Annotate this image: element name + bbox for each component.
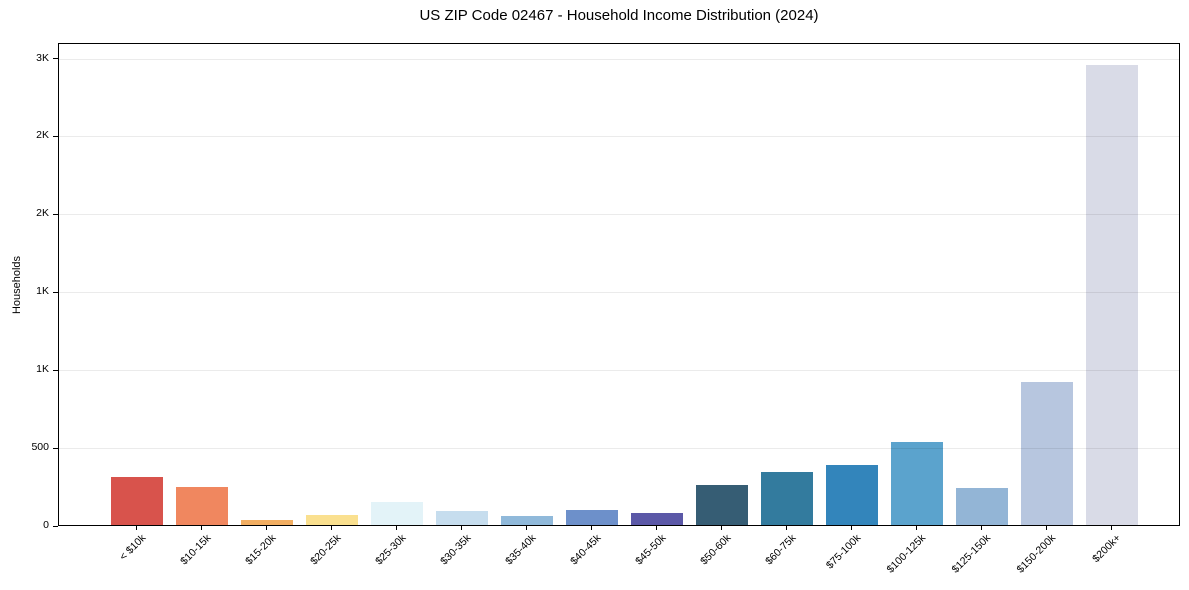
gridline	[59, 58, 1179, 60]
x-tick-mark	[980, 526, 982, 530]
y-tick-label: 2K	[36, 207, 49, 220]
bar	[955, 487, 1008, 525]
bar	[500, 515, 553, 525]
x-tick-mark	[265, 526, 267, 530]
y-tick-mark	[53, 447, 58, 449]
bar	[760, 472, 813, 525]
x-tick-label: $25-30k	[372, 532, 408, 568]
bar	[1085, 65, 1138, 525]
x-tick-mark	[200, 526, 202, 530]
gridline	[59, 292, 1179, 294]
y-tick-mark	[53, 291, 58, 293]
y-tick-mark	[53, 213, 58, 215]
y-tick-mark	[53, 135, 58, 137]
x-tick-mark	[785, 526, 787, 530]
x-tick-label: $20-25k	[307, 532, 343, 568]
gridline	[59, 214, 1179, 216]
y-tick-label: 0	[43, 519, 49, 531]
x-tick-label: $35-40k	[502, 532, 538, 568]
bar	[825, 465, 878, 525]
x-tick-mark	[460, 526, 462, 530]
x-tick-mark	[590, 526, 592, 530]
bar	[240, 519, 293, 525]
x-tick-mark	[850, 526, 852, 530]
x-tick-label: $200k+	[1089, 532, 1123, 566]
chart-title: US ZIP Code 02467 - Household Income Dis…	[419, 7, 819, 24]
gridline	[59, 448, 1179, 450]
x-tick-label: $45-50k	[632, 532, 668, 568]
x-tick-label: $125-150k	[949, 532, 993, 576]
y-tick-label: 1K	[36, 363, 49, 376]
x-tick-mark	[395, 526, 397, 530]
bar	[565, 510, 618, 525]
bar	[695, 484, 748, 525]
x-tick-label: $30-35k	[437, 532, 473, 568]
y-tick-label: 2K	[36, 129, 49, 142]
bar	[890, 442, 943, 525]
x-tick-label: $60-75k	[762, 532, 798, 568]
y-tick-label: 3K	[36, 51, 49, 64]
x-tick-mark	[525, 526, 527, 530]
x-tick-label: $50-60k	[697, 532, 733, 568]
gridline	[59, 370, 1179, 372]
x-tick-label: $40-45k	[567, 532, 603, 568]
x-tick-label: $15-20k	[242, 532, 278, 568]
x-tick-mark	[1045, 526, 1047, 530]
bar	[110, 476, 163, 525]
x-tick-mark	[135, 526, 137, 530]
x-tick-label: $150-200k	[1014, 532, 1058, 576]
bar	[1020, 381, 1073, 525]
y-tick-mark	[53, 369, 58, 371]
y-tick-label: 1K	[36, 285, 49, 298]
gridline	[59, 136, 1179, 138]
bar	[305, 514, 358, 525]
x-tick-mark	[1110, 526, 1112, 530]
x-tick-mark	[655, 526, 657, 530]
y-tick-mark	[53, 525, 58, 527]
bar	[370, 502, 423, 525]
plot-area	[58, 43, 1180, 526]
x-tick-label: $10-15k	[177, 532, 213, 568]
x-tick-mark	[915, 526, 917, 530]
x-tick-label: $100-125k	[884, 532, 928, 576]
bar	[175, 486, 228, 525]
y-tick-mark	[53, 58, 58, 60]
x-tick-mark	[330, 526, 332, 530]
x-tick-label: $75-100k	[823, 532, 863, 572]
bar	[630, 512, 683, 525]
x-tick-label: < $10k	[116, 532, 148, 563]
x-tick-mark	[720, 526, 722, 530]
y-tick-label: 500	[31, 441, 49, 454]
bar	[435, 510, 488, 525]
